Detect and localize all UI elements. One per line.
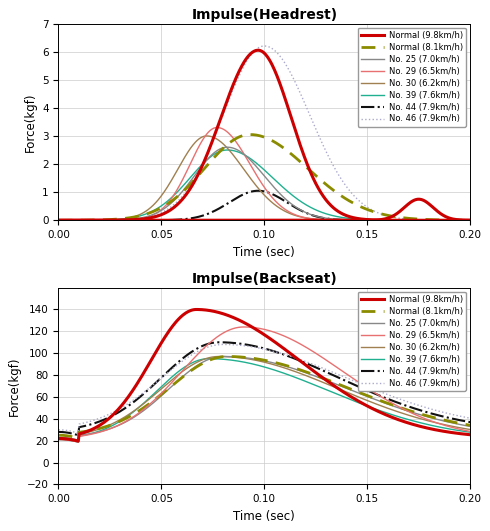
X-axis label: Time (sec): Time (sec): [233, 245, 295, 259]
Title: Impulse(Backseat): Impulse(Backseat): [192, 272, 337, 286]
Legend: Normal (9.8km/h), Normal (8.1km/h), No. 25 (7.0km/h), No. 29 (6.5km/h), No. 30 (: Normal (9.8km/h), Normal (8.1km/h), No. …: [358, 292, 466, 391]
Title: Impulse(Headrest): Impulse(Headrest): [191, 8, 338, 22]
Y-axis label: Force(kgf): Force(kgf): [8, 356, 22, 416]
Legend: Normal (9.8km/h), Normal (8.1km/h), No. 25 (7.0km/h), No. 29 (6.5km/h), No. 30 (: Normal (9.8km/h), Normal (8.1km/h), No. …: [358, 28, 466, 127]
X-axis label: Time (sec): Time (sec): [233, 510, 295, 523]
Y-axis label: Force(kgf): Force(kgf): [24, 92, 37, 152]
